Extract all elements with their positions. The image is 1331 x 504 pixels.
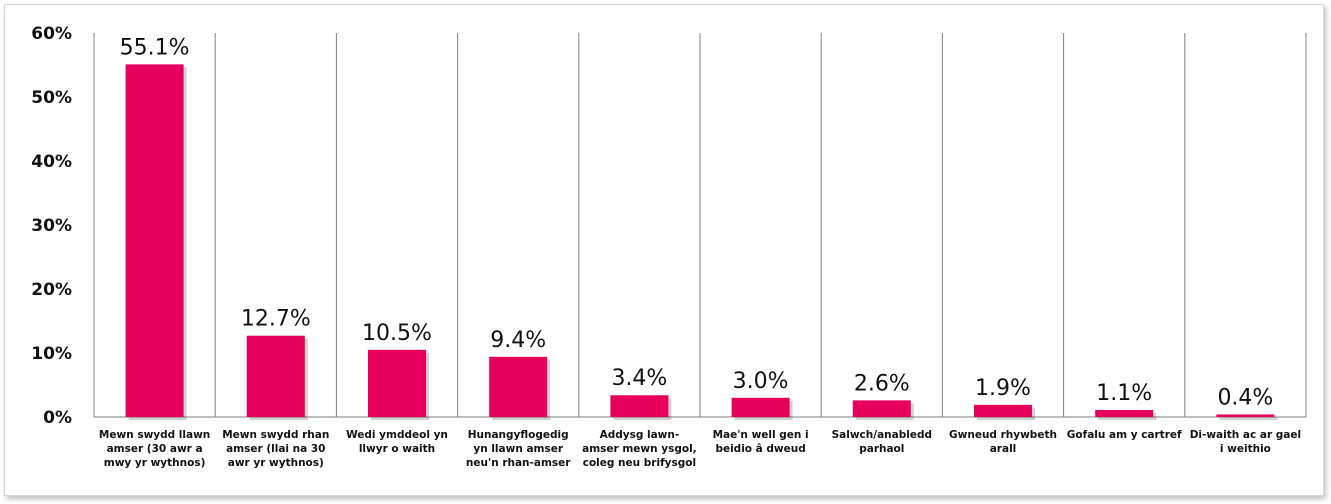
y-tick-label: 10%	[31, 344, 72, 364]
x-tick-label: Salwch/anabledd	[832, 429, 932, 441]
bar[interactable]	[368, 349, 426, 417]
x-tick-label: parhaol	[859, 443, 904, 455]
x-tick-label: yn llawn amser	[473, 443, 563, 455]
bar[interactable]	[610, 395, 669, 417]
bar[interactable]	[974, 404, 1032, 417]
y-tick-label: 50%	[31, 88, 72, 108]
data-label: 12.7%	[241, 307, 311, 332]
x-tick-label: Mewn swydd rhan	[222, 429, 329, 441]
x-tick-label: llwyr o waith	[359, 443, 435, 455]
bar[interactable]	[125, 64, 184, 418]
x-tick-label: Mewn swydd llawn	[99, 429, 210, 441]
data-label: 1.1%	[1096, 381, 1152, 406]
data-label: 1.9%	[975, 376, 1031, 401]
x-tick-label: i weithio	[1220, 443, 1271, 455]
x-tick-label: Addysg lawn-	[600, 429, 680, 441]
x-tick-label: neu'n rhan-amser	[466, 457, 571, 469]
bar[interactable]	[1216, 414, 1275, 417]
x-tick-label: Mae'n well gen i	[713, 429, 809, 441]
y-tick-label: 60%	[31, 24, 72, 44]
bar[interactable]	[731, 397, 790, 417]
data-label: 0.4%	[1217, 385, 1273, 410]
x-tick-label: Gofalu am y cartref	[1067, 429, 1182, 441]
y-tick-label: 20%	[31, 280, 72, 300]
x-tick-label: amser mewn ysgol,	[582, 443, 697, 455]
data-label: 10.5%	[362, 321, 432, 346]
data-label: 3.0%	[733, 369, 789, 394]
data-label: 9.4%	[490, 328, 546, 353]
x-tick-label: arall	[990, 443, 1017, 455]
y-tick-label: 30%	[31, 216, 72, 236]
x-tick-label: amser (30 awr a	[107, 443, 203, 455]
bar[interactable]	[489, 356, 548, 417]
bar-shadow	[1219, 417, 1278, 420]
x-tick-label: Hunangyflogedig	[468, 429, 569, 441]
x-tick-label: Gwneud rhywbeth	[949, 429, 1057, 441]
x-tick-label: awr yr wythnos)	[228, 457, 324, 469]
y-tick-label: 0%	[43, 408, 72, 428]
bar[interactable]	[1095, 409, 1154, 417]
data-label: 55.1%	[120, 35, 190, 60]
bar[interactable]	[852, 400, 911, 417]
x-tick-label: Wedi ymddeol yn	[346, 429, 448, 441]
x-tick-label: coleg neu brifysgol	[583, 457, 696, 469]
y-tick-label: 40%	[31, 152, 72, 172]
bar[interactable]	[246, 335, 305, 417]
data-label: 3.4%	[611, 366, 667, 391]
x-tick-label: mwy yr wythnos)	[104, 457, 206, 469]
data-label: 2.6%	[854, 371, 910, 396]
x-tick-label: beidio â dweud	[715, 443, 805, 455]
x-tick-label: amser (llai na 30	[226, 443, 325, 455]
x-tick-label: Di-waith ac ar gael	[1190, 429, 1301, 441]
